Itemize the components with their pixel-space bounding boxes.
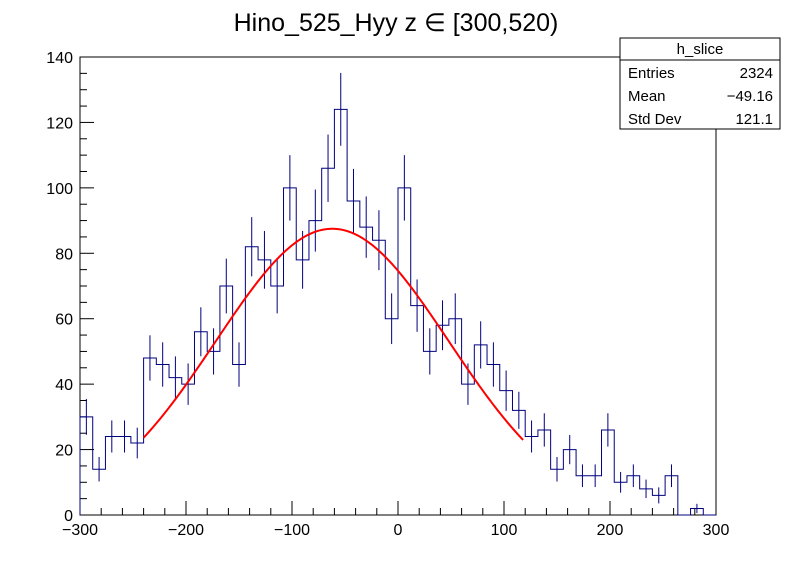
gaussian-fit [142, 227, 524, 441]
y-tick-label: 120 [46, 115, 73, 132]
x-axis: −300 −200 −100 0 100 200 300 [62, 501, 729, 539]
y-tick-label: 100 [46, 181, 73, 198]
x-tick-label: 300 [703, 522, 730, 539]
stats-mean-value: −49.16 [727, 88, 773, 105]
stats-box-frame [619, 37, 781, 130]
y-tick-label: 0 [64, 508, 73, 525]
x-tick-label: −100 [274, 522, 310, 539]
stats-box-name: h_slice [677, 41, 724, 58]
y-tick-label: 140 [46, 50, 73, 67]
y-tick-label: 40 [55, 377, 73, 394]
y-axis: 0 20 40 60 80 100 120 140 [46, 50, 94, 525]
x-tick-label: 100 [491, 522, 518, 539]
stats-entries-value: 2324 [740, 65, 773, 82]
x-tick-label: 0 [394, 522, 403, 539]
stats-box: h_slice Entries 2324 Mean −49.16 Std Dev… [619, 37, 781, 130]
stats-mean-label: Mean [628, 88, 666, 105]
stats-entries-label: Entries [628, 65, 675, 82]
chart-title: Hino_525_Hyy z ∈ [300,520) [234, 9, 559, 37]
x-tick-label: −300 [62, 522, 98, 539]
stats-stddev-label: Std Dev [628, 111, 682, 128]
stats-stddev-value: 121.1 [735, 111, 773, 128]
fit-curve [142, 227, 524, 441]
x-tick-label: −200 [168, 522, 204, 539]
y-tick-label: 20 [55, 443, 73, 460]
x-tick-label: 200 [597, 522, 624, 539]
y-tick-label: 80 [55, 246, 73, 263]
y-tick-label: 60 [55, 312, 73, 329]
